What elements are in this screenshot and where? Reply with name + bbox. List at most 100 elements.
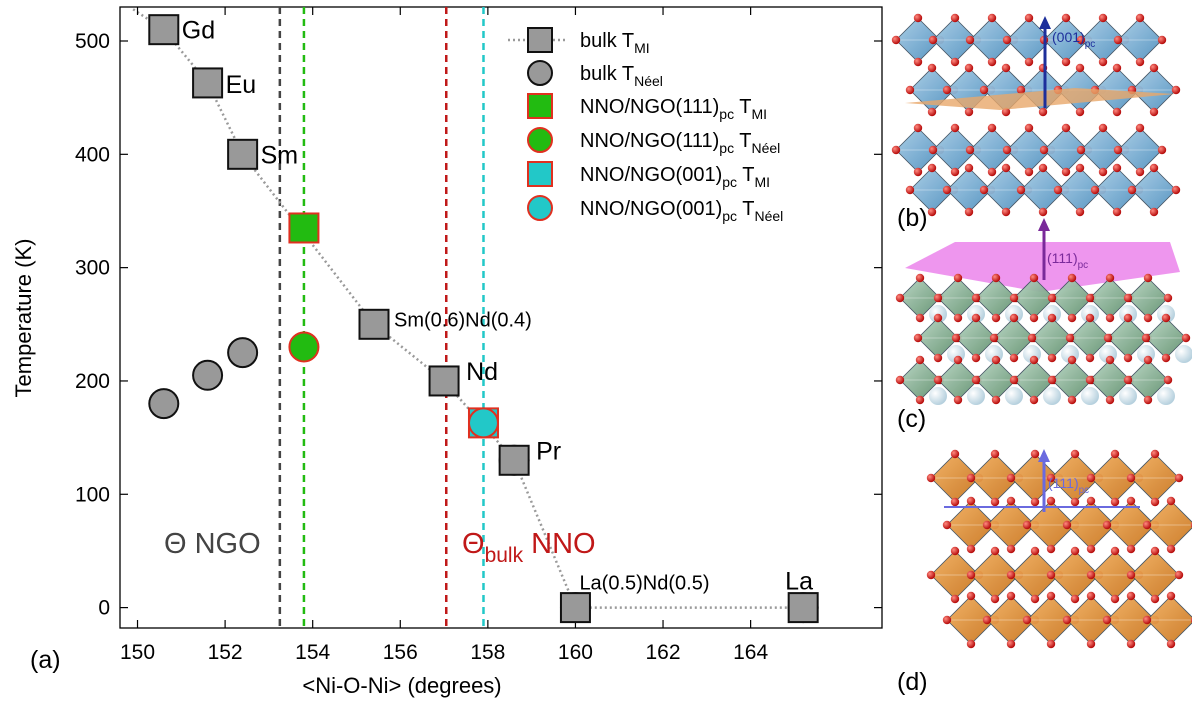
arrow-001-text: (001)	[1052, 29, 1085, 45]
legend-label-5-sub: Néel	[754, 208, 783, 224]
b-oct-0-5-atom-0	[1098, 13, 1108, 23]
d-oct-2-3-atom-0	[1070, 546, 1080, 556]
legend-label-1-name: bulk T	[580, 63, 634, 85]
b-oct-0-4-atom-2	[1061, 57, 1071, 67]
b-oct-0-1-atom-2	[950, 57, 960, 67]
c-oct-1-5-atom-3	[1103, 333, 1113, 343]
b-oct-0-5-atom-2	[1098, 57, 1108, 67]
marker-s0-2	[227, 138, 259, 170]
legend-label-0-name: bulk T	[580, 30, 634, 52]
legend-label-1: bulk TNéel	[580, 63, 663, 89]
b-oct-1-6-atom-2	[1149, 107, 1159, 117]
legend-marker-0	[527, 27, 553, 53]
b-oct-0-5-atom-3	[1076, 35, 1086, 45]
legend-label-4-name: NNO/NGO(001)	[580, 164, 722, 186]
green-octahedra	[895, 273, 1192, 405]
legend-label-2-sub: MI	[752, 106, 768, 122]
point-label-6: La(0.5)Nd(0.5)	[579, 573, 709, 595]
b-oct-0-0-atom-3	[891, 35, 901, 45]
b-oct-1-2-atom-0	[1001, 63, 1011, 73]
d-oct-1-2-atom-3	[1022, 520, 1032, 530]
d-oct-1-0-atom-3	[942, 520, 952, 530]
d-oct-1-1-atom-0	[1006, 496, 1016, 506]
panel-label-a: (a)	[30, 646, 61, 674]
panel-label-c: (c)	[897, 405, 926, 433]
arrow-111-c-text: (111)	[1047, 250, 1078, 266]
legend-label-2-pc: pc	[719, 106, 734, 122]
b-oct-0-3-atom-0	[1024, 13, 1034, 23]
b-oct-3-4	[1053, 163, 1107, 217]
c-oct-1-6-atom-3	[1141, 333, 1151, 343]
legend-marker-3	[527, 127, 553, 153]
marker-s0-1	[192, 67, 224, 99]
x-tick-label-0: 150	[120, 641, 155, 664]
d-oct-2-2-atom-0	[1030, 546, 1040, 556]
d-oct-3-5	[1142, 591, 1192, 649]
x-tick-label-7: 164	[733, 641, 768, 664]
b-oct-3-6-atom-2	[1149, 207, 1159, 217]
c-oct-1-4-atom-0	[1085, 313, 1095, 323]
c-oct-0-5	[1085, 273, 1135, 323]
c-oct-1-5-atom-2	[1123, 353, 1133, 363]
c-oct-1-6-atom-0	[1161, 313, 1171, 323]
c-oct-2-1-atom-2	[953, 395, 963, 405]
b-oct-1-0-atom-0	[927, 63, 937, 73]
c-oct-1-4-atom-3	[1065, 333, 1075, 343]
y-axis-label: Temperature (K)	[11, 239, 36, 398]
d-oct-0-3-atom-2	[1070, 497, 1080, 507]
plot-frame	[119, 6, 883, 629]
marker-s0-3	[358, 308, 390, 340]
d-oct-1-3-atom-2	[1086, 544, 1096, 554]
c-oct-0-6	[1123, 273, 1173, 323]
legend-label-2-tail: T	[734, 96, 751, 118]
c-oct-1-0	[913, 313, 963, 363]
b-oct-2-4-atom-2	[1061, 167, 1071, 177]
d-oct-2-4	[1086, 546, 1144, 604]
d-oct-2-3-atom-3	[1046, 570, 1056, 580]
b-oct-3-5-atom-0	[1112, 163, 1122, 173]
c-oct-2-5-atom-0	[1105, 355, 1115, 365]
c-oct-0-5-atom-2	[1105, 313, 1115, 323]
b-oct-3-2-atom-2	[1001, 207, 1011, 217]
c-sphere-2-6	[1157, 387, 1175, 405]
c-oct-2-0-atom-3	[895, 375, 905, 385]
b-oct-3-6-atom-0	[1149, 163, 1159, 173]
b-oct-1-2-atom-2	[1001, 107, 1011, 117]
d-oct-3-5-atom-2	[1166, 639, 1176, 649]
b-oct-1-4-atom-2	[1075, 107, 1085, 117]
b-oct-3-2-atom-3	[979, 185, 989, 195]
d-oct-3-4-atom-0	[1126, 591, 1136, 601]
b-oct-3-6-atom-1	[1171, 185, 1181, 195]
b-oct-3-4-atom-0	[1075, 163, 1085, 173]
point-label-0: Gd	[182, 17, 215, 45]
b-oct-1-5-atom-2	[1112, 107, 1122, 117]
d-oct-0-1-atom-0	[990, 449, 1000, 459]
reference-lines	[278, 7, 485, 628]
d-oct-1-0-atom-0	[966, 496, 976, 506]
c-oct-0-6-atom-3	[1123, 293, 1133, 303]
b-oct-3-3-atom-2	[1038, 207, 1048, 217]
b-oct-2-1-atom-3	[928, 145, 938, 155]
marker-s0-5	[498, 444, 530, 476]
b-oct-0-2-atom-0	[987, 13, 997, 23]
d-oct-1-0-atom-2	[966, 544, 976, 554]
legend-label-3: NNO/NGO(111)pc TNéel	[580, 130, 780, 156]
d-oct-3-0-atom-0	[966, 591, 976, 601]
y-tick-label-2: 200	[75, 370, 110, 393]
c-sphere-2-0	[929, 387, 947, 405]
b-oct-3-3-atom-3	[1016, 185, 1026, 195]
blue-octahedra	[891, 13, 1181, 217]
b-oct-0-0-atom-2	[913, 57, 923, 67]
interface-plane-b	[905, 88, 1175, 110]
d-oct-2-1-atom-3	[966, 570, 976, 580]
legend-label-3-pc: pc	[719, 140, 734, 156]
b-oct-1-1-atom-2	[964, 107, 974, 117]
b-oct-3-6	[1127, 163, 1181, 217]
d-oct-3-3-atom-0	[1086, 591, 1096, 601]
c-oct-2-6-atom-3	[1123, 375, 1133, 385]
point-labels: Gd Eu Sm Sm(0.6)Nd(0.4) Nd Pr La(0.5)Nd(0.5) La	[182, 17, 813, 596]
marker-s1-0	[148, 388, 180, 420]
d-oct-0-1-atom-3	[966, 473, 976, 483]
c-oct-2-4	[1047, 355, 1097, 405]
